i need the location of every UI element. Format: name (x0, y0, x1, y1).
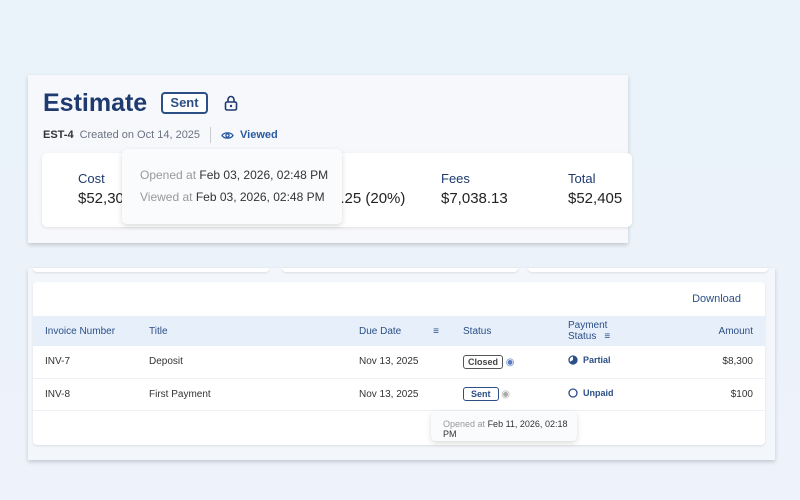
metric-fees: Fees $7,038.13 (441, 171, 508, 207)
tooltip-value: Feb 03, 2026, 02:48 PM (195, 190, 325, 204)
invoice-number: INV-8 (33, 378, 137, 411)
metric-label (332, 171, 405, 186)
col-due-date[interactable]: Due Date ≡ (347, 316, 451, 346)
viewed-tooltip: Opened at Feb 03, 2026, 02:48 PM Viewed … (122, 149, 342, 224)
page-title: Estimate (43, 89, 148, 117)
payment-cell: Unpaid (556, 378, 660, 411)
metric-label: Fees (441, 171, 470, 186)
lock-icon[interactable] (224, 95, 238, 111)
viewed-link[interactable]: Viewed (221, 129, 278, 141)
payment-status: Unpaid (583, 387, 614, 398)
col-title[interactable]: Title (137, 316, 347, 346)
unpaid-icon (568, 387, 578, 398)
eye-icon[interactable]: ◉ (505, 356, 515, 368)
card-stub (33, 268, 269, 272)
table-header: Invoice Number Title Due Date ≡ Status Pa… (33, 316, 765, 346)
download-button[interactable]: Download (692, 293, 741, 305)
invoices-table: Invoice Number Title Due Date ≡ Status Pa… (33, 316, 765, 411)
table-row[interactable]: INV-7 Deposit Nov 13, 2025 Closed ◉ Part… (33, 346, 765, 379)
tooltip-value: Feb 11, 2026, 02:18 PM (443, 419, 568, 439)
metric-value: 5.25 (20%) (332, 190, 406, 207)
invoice-title: First Payment (137, 378, 347, 411)
filter-icon[interactable]: ≡ (604, 331, 611, 342)
tooltip-value: Feb 03, 2026, 02:48 PM (199, 168, 329, 182)
metric-value: $52,405 (568, 190, 623, 207)
status-badge: Sent (463, 387, 499, 401)
opened-tooltip: Opened at Feb 11, 2026, 02:18 PM (431, 411, 577, 441)
status-badge: Sent (161, 92, 208, 114)
payment-cell: Partial (556, 346, 660, 379)
card-stub (528, 268, 768, 272)
invoice-title: Deposit (137, 346, 347, 379)
due-date: Nov 13, 2025 (347, 346, 451, 379)
status-cell: Sent ◉ (451, 378, 556, 411)
metric-cost: Cost $52,30 (78, 171, 124, 207)
metric-value: $52,30 (78, 190, 124, 207)
status-cell: Closed ◉ (451, 346, 556, 379)
amount: $100 (660, 378, 765, 411)
eye-icon[interactable]: ◉ (501, 389, 511, 400)
tooltip-label: Opened at (140, 168, 197, 182)
payment-status: Partial (583, 355, 611, 366)
created-date: Created on Oct 14, 2025 (79, 129, 201, 141)
metric-label: Total (568, 171, 596, 186)
metric-label: Cost (78, 171, 105, 186)
status-badge: Closed (463, 354, 504, 369)
invoice-number: INV-7 (33, 346, 137, 379)
tooltip-label: Viewed at (140, 190, 193, 204)
col-payment-status[interactable]: Payment Status ≡ (556, 316, 660, 346)
col-status[interactable]: Status (451, 316, 556, 346)
invoices-panel: Download Invoice Number Title Due Date ≡ … (28, 268, 775, 460)
metric-value: $7,038.13 (441, 190, 508, 207)
eye-icon (221, 131, 234, 139)
col-label: Payment Status (568, 320, 608, 342)
estimate-id: EST-4 (43, 129, 74, 141)
partial-icon (568, 355, 578, 365)
metric-total: Total $52,405 (568, 171, 622, 207)
amount: $8,300 (660, 346, 765, 379)
viewed-label: Viewed (240, 129, 278, 141)
estimate-header-card: Estimate Sent EST-4 Created on Oct 14, 2… (28, 75, 632, 243)
due-date: Nov 13, 2025 (347, 378, 451, 411)
tooltip-label: Opened at (443, 419, 486, 429)
invoices-card: Download Invoice Number Title Due Date ≡ … (33, 282, 765, 445)
metric-hidden: 5.25 (20%) (332, 171, 405, 207)
col-label: Due Date (359, 325, 402, 337)
table-row[interactable]: INV-8 First Payment Nov 13, 2025 Sent ◉ … (33, 378, 765, 411)
filter-icon[interactable]: ≡ (433, 325, 439, 337)
card-stub (282, 268, 518, 272)
col-invoice-number[interactable]: Invoice Number (33, 316, 137, 346)
col-amount[interactable]: Amount (660, 316, 765, 346)
divider (210, 127, 212, 143)
